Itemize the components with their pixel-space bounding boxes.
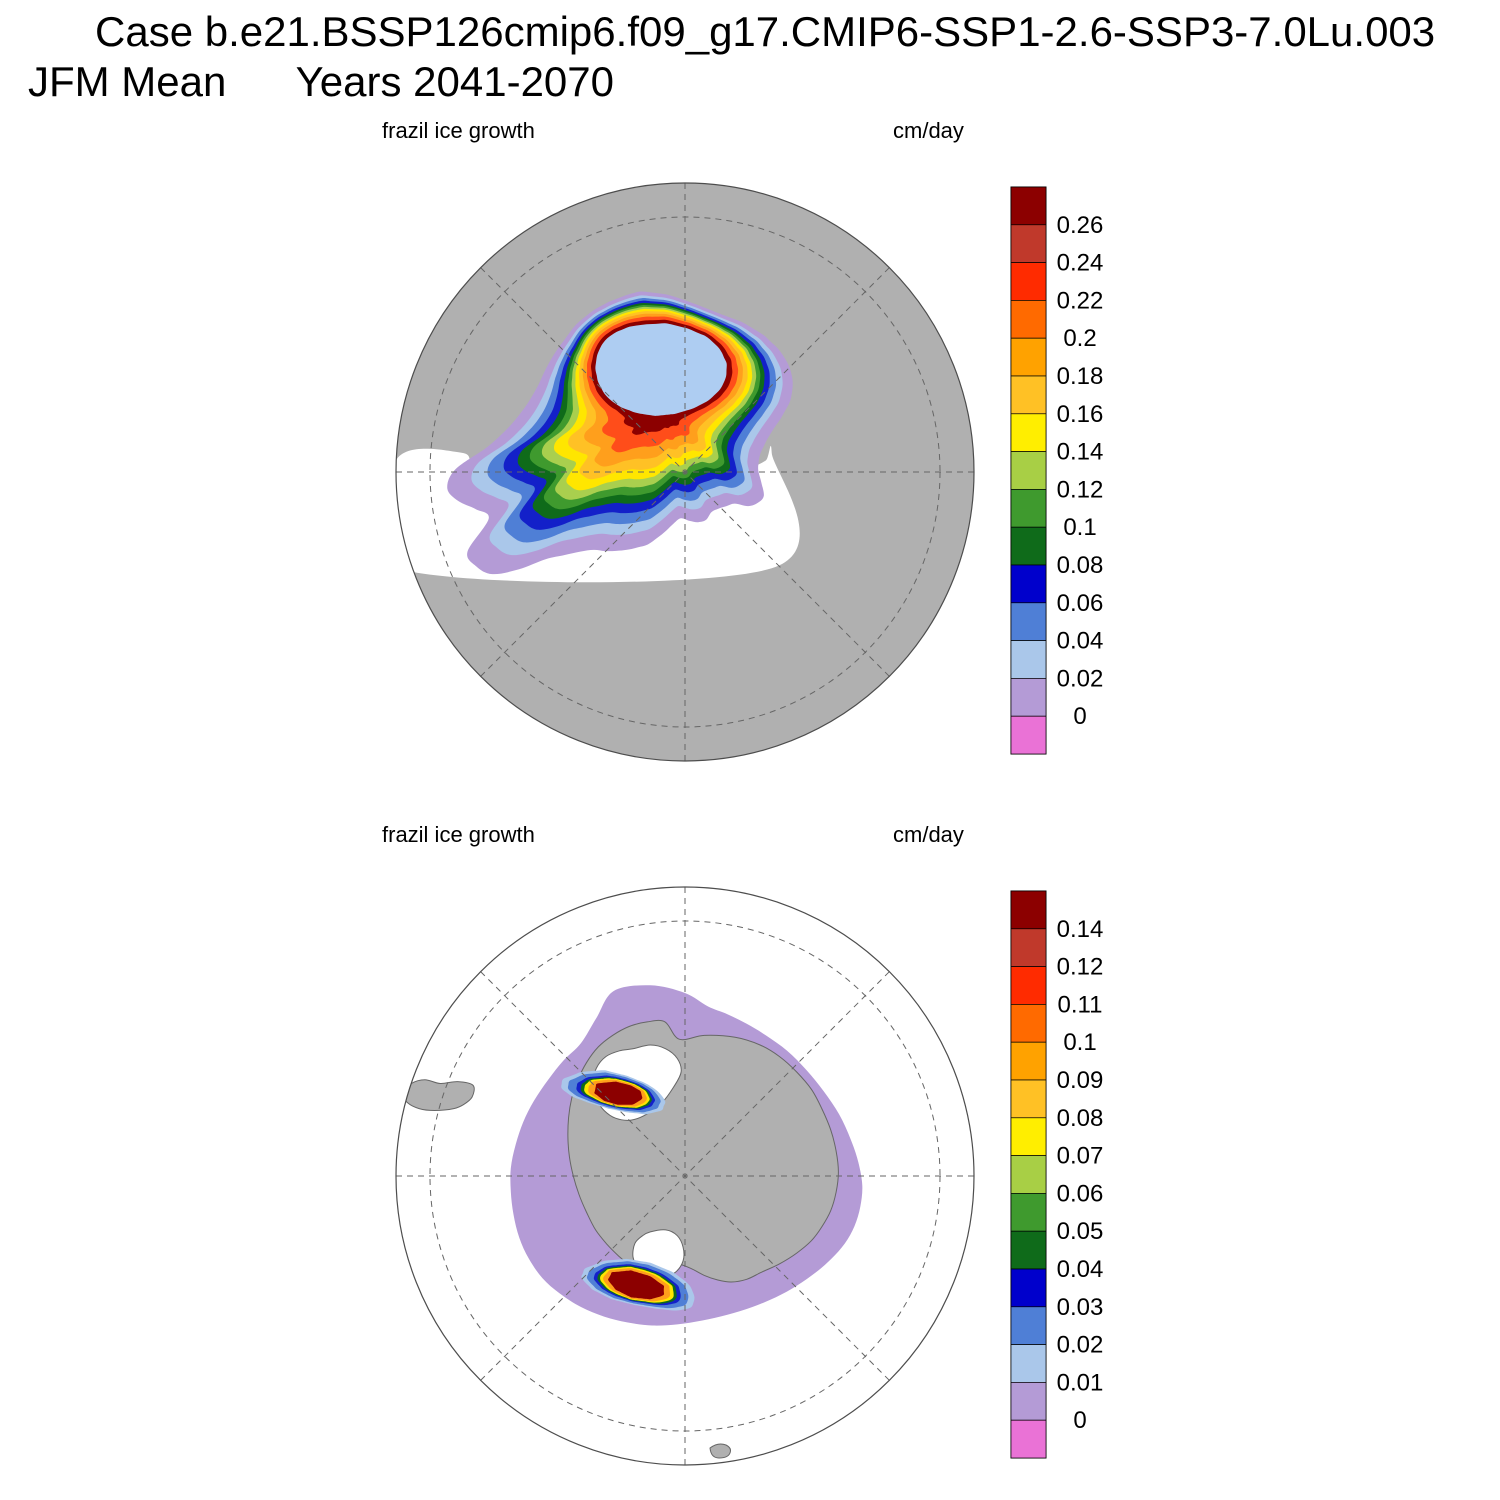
- svg-text:0.14: 0.14: [1057, 439, 1104, 466]
- svg-text:0.26: 0.26: [1057, 212, 1104, 239]
- svg-text:0.04: 0.04: [1057, 1256, 1104, 1283]
- svg-text:0.03: 0.03: [1057, 1294, 1104, 1321]
- svg-text:0.2: 0.2: [1063, 325, 1096, 352]
- svg-text:0.04: 0.04: [1057, 628, 1104, 655]
- svg-text:0: 0: [1073, 1407, 1086, 1434]
- svg-text:0.06: 0.06: [1057, 1180, 1104, 1207]
- svg-text:0.12: 0.12: [1057, 954, 1104, 981]
- svg-text:0.09: 0.09: [1057, 1067, 1104, 1094]
- svg-text:0.1: 0.1: [1063, 514, 1096, 541]
- svg-text:0: 0: [1073, 703, 1086, 730]
- svg-text:0.14: 0.14: [1057, 916, 1104, 943]
- svg-text:0.11: 0.11: [1058, 991, 1103, 1018]
- svg-text:0.02: 0.02: [1057, 1332, 1104, 1359]
- svg-text:0.24: 0.24: [1057, 250, 1104, 277]
- svg-text:0.06: 0.06: [1057, 590, 1104, 617]
- svg-text:0.18: 0.18: [1057, 363, 1104, 390]
- svg-text:0.02: 0.02: [1057, 665, 1104, 692]
- svg-text:0.07: 0.07: [1057, 1143, 1104, 1170]
- svg-text:0.08: 0.08: [1057, 1105, 1104, 1132]
- svg-text:0.12: 0.12: [1057, 476, 1104, 503]
- svg-text:0.22: 0.22: [1057, 287, 1104, 314]
- svg-text:0.05: 0.05: [1057, 1218, 1104, 1245]
- svg-text:0.01: 0.01: [1057, 1369, 1104, 1396]
- svg-text:0.08: 0.08: [1057, 552, 1104, 579]
- svg-text:0.16: 0.16: [1057, 401, 1104, 428]
- svg-text:0.1: 0.1: [1063, 1029, 1096, 1056]
